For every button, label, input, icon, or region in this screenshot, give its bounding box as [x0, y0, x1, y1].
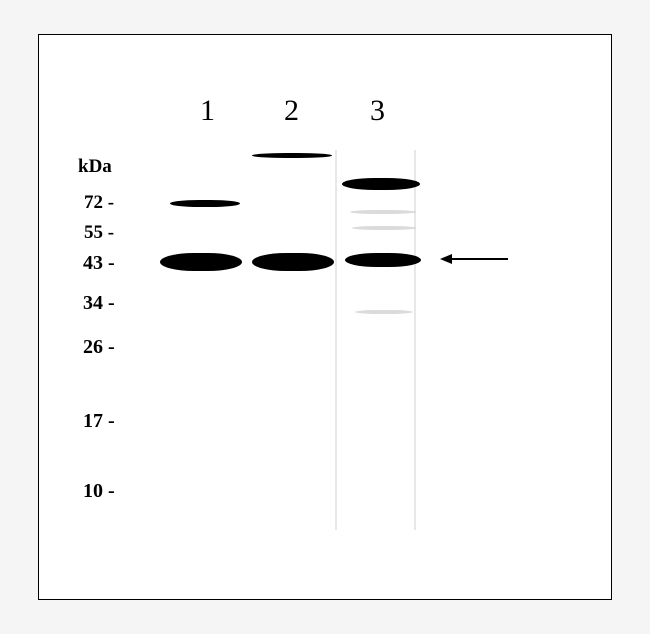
- band-lane1-upper: [170, 200, 240, 207]
- mw-17: 17 -: [83, 410, 115, 433]
- band-lane2-top: [252, 153, 332, 158]
- arrow-head-icon: [440, 254, 452, 264]
- kda-unit-label: kDa: [78, 156, 112, 178]
- blot-frame: [38, 34, 612, 600]
- arrow-shaft: [450, 258, 508, 260]
- band-lane3-faint-2: [352, 226, 416, 230]
- lane-1-label: 1: [200, 94, 215, 128]
- mw-10: 10 -: [83, 480, 115, 503]
- lane-3-label: 3: [370, 94, 385, 128]
- band-lane2-43kda: [252, 253, 334, 271]
- band-lane3-upper: [342, 178, 420, 190]
- mw-72: 72 -: [84, 192, 114, 214]
- lane-2-label: 2: [284, 94, 299, 128]
- band-lane3-43kda: [345, 253, 421, 267]
- mw-34: 34 -: [83, 292, 115, 315]
- band-lane3-faint-3: [355, 310, 413, 314]
- mw-43: 43 -: [83, 252, 115, 275]
- lane-divider-3-right: [414, 150, 416, 530]
- band-lane3-faint-1: [350, 210, 416, 214]
- band-lane1-43kda: [160, 253, 242, 271]
- lane-divider-2-3: [335, 150, 337, 530]
- mw-55: 55 -: [84, 222, 114, 244]
- mw-26: 26 -: [83, 336, 115, 359]
